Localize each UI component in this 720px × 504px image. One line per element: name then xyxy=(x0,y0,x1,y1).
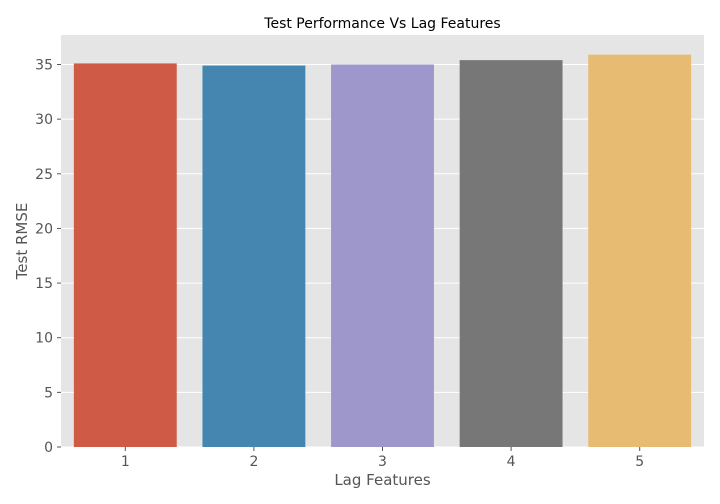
bar-1 xyxy=(73,63,177,448)
y-axis-label: Test RMSE xyxy=(13,203,31,281)
bar-4 xyxy=(459,60,563,447)
y-tick-label: 0 xyxy=(44,440,53,456)
x-tick-label: 5 xyxy=(635,454,644,470)
bar-3 xyxy=(331,64,434,448)
x-tick-label: 4 xyxy=(507,454,516,470)
x-axis-label: Lag Features xyxy=(334,471,431,489)
bars xyxy=(73,54,692,448)
y-tick-label: 15 xyxy=(35,276,53,292)
y-tick-label: 30 xyxy=(35,112,53,128)
y-tick-label: 5 xyxy=(44,385,53,401)
bar-5 xyxy=(588,54,692,448)
chart-title: Test Performance Vs Lag Features xyxy=(263,16,500,32)
y-tick-label: 25 xyxy=(35,167,53,183)
bar-2 xyxy=(202,65,306,447)
x-tick-label: 1 xyxy=(121,454,130,470)
y-tick-label: 20 xyxy=(35,221,53,237)
x-tick-label: 3 xyxy=(378,454,387,470)
y-tick-label: 35 xyxy=(35,58,53,74)
y-tick-label: 10 xyxy=(35,331,53,347)
y-axis-ticks: 0 5 10 15 20 25 30 35 xyxy=(35,58,61,456)
x-axis-ticks: 1 2 3 4 5 xyxy=(121,447,644,470)
x-tick-label: 2 xyxy=(249,454,258,470)
